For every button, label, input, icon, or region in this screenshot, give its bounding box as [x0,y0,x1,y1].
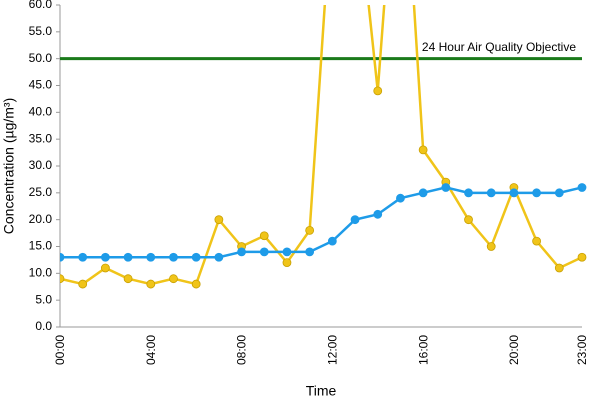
data-point [327,236,337,246]
data-point [60,274,65,284]
data-point [373,86,383,96]
data-point [100,263,110,273]
data-point [350,215,360,225]
data-point [78,252,88,262]
data-point [169,274,178,284]
data-point [259,247,269,257]
data-point [441,183,451,192]
data-point [373,209,383,219]
y-tick-label: 40.0 [29,105,53,119]
y-tick-label: 5.0 [35,292,52,306]
y-tick-label: 35.0 [29,131,53,145]
data-point [60,252,65,262]
data-point [554,188,564,198]
x-tick-label: 04:00 [144,335,158,365]
data-point [282,247,292,257]
data-point [418,145,428,155]
data-point [577,252,587,262]
data-point [214,252,224,262]
data-point [123,252,133,262]
y-tick-label: 55.0 [29,24,53,38]
y-tick-label: 45.0 [29,78,53,92]
y-tick-label: 50.0 [29,51,53,65]
data-point [396,193,405,203]
data-point [282,258,292,268]
data-point [191,252,201,262]
y-tick-label: 10.0 [29,266,53,280]
data-point [577,183,587,192]
y-tick-label: 30.0 [29,158,53,172]
x-tick-label: 00:00 [53,335,67,365]
data-point [464,188,473,198]
x-tick-label: 12:00 [326,335,340,365]
data-point [259,231,269,241]
reference-label: 24 Hour Air Quality Objective [422,40,576,54]
x-tick-label: 20:00 [507,335,521,365]
data-point [191,279,201,289]
data-point [305,247,315,257]
data-point [237,247,246,257]
data-point [486,188,496,198]
data-point [169,252,178,262]
data-point [486,242,496,251]
data-point [464,215,473,225]
data-point [214,215,224,225]
data-point [509,188,519,198]
series-line [60,186,583,259]
y-tick-label: 0.0 [35,319,52,333]
y-tick-label: 60.0 [29,0,53,11]
x-tick-label: 23:00 [575,335,589,365]
x-axis-label: Time [306,383,337,399]
data-point [532,188,542,198]
data-point [100,252,110,262]
y-tick-label: 20.0 [29,212,53,226]
data-point [418,188,428,198]
data-point [123,274,133,284]
y-tick-label: 15.0 [29,239,53,253]
y-axis-label: Concentration (µg/m³) [1,98,17,234]
x-tick-label: 16:00 [416,335,430,365]
y-tick-label: 25.0 [29,185,53,199]
plot-area [60,5,587,289]
data-point [78,279,88,289]
data-point [554,263,564,273]
data-point [146,279,156,289]
x-tick-label: 08:00 [235,335,249,365]
data-point [532,236,542,246]
data-point [305,225,315,235]
data-point [146,252,156,262]
